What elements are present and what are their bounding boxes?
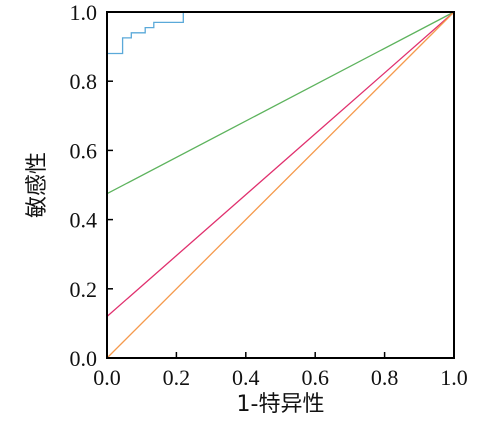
x-tick-label: 0.8 [371,365,399,390]
y-tick-label: 0.2 [70,277,98,302]
x-tick-label: 0.6 [301,365,329,390]
reference-diagonal-orange [106,11,455,359]
x-axis-title: 1-特异性 [237,392,325,417]
y-axis-title: 敏感性 [25,152,50,218]
y-tick-label: 0.4 [70,208,98,233]
axis-ticks [106,11,455,359]
x-tick-label: 0.4 [232,365,260,390]
x-tick-label: 1.0 [440,365,468,390]
y-tick-label: 0.6 [70,138,98,163]
tick-labels: 0.0 0.2 0.4 0.6 0.8 1.0 0.0 0.2 0.4 0.6 0.8 1.0 [70,0,468,390]
y-tick-label: 0.8 [70,69,98,94]
series-lines [106,11,455,359]
x-tick-label: 0.2 [163,365,191,390]
y-tick-label: 0.0 [70,346,98,371]
y-tick-label: 1.0 [70,0,98,25]
roc-line-pink [106,11,455,317]
roc-curve-blue [107,11,454,55]
x-tick-label: 0.0 [93,365,121,390]
roc-line-green [106,11,455,195]
plot-frame [106,11,455,359]
